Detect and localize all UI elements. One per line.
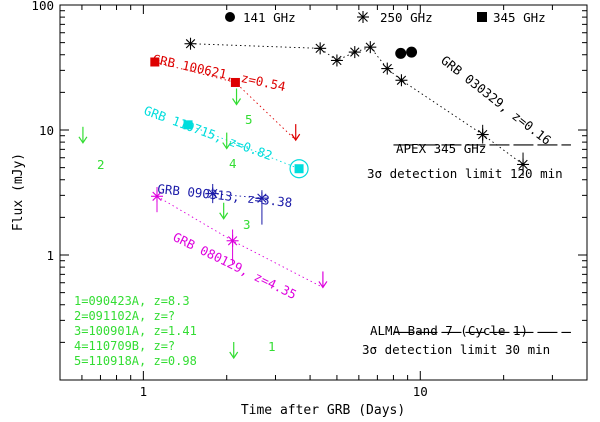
asterisk-d2 [350,47,360,57]
alma-title: ALMA Band 7 (Cycle 1) [370,323,528,338]
apex-title: APEX 345 GHz [396,141,486,156]
asterisk-d2 [208,188,218,199]
asterisk-d2 [382,63,392,74]
grb-030329-point [476,128,489,141]
asterisk-d2 [518,159,528,170]
arrow-head [222,142,232,150]
x-tick-label: 1 [140,384,148,399]
ul-label-3: 3 [243,217,251,232]
axis-ticks: 1 10 100 10 1 [31,0,588,399]
grb-100621-point [230,77,240,87]
asterisk-d2 [396,75,407,85]
asterisk-d2 [227,236,238,246]
grb-030329-141-ghz-point [406,46,418,58]
ul-label-2: 2 [97,157,105,172]
x-tick-label: 10 [413,384,428,399]
legend-marker-square [477,12,487,22]
ul-label-1: 1 [268,339,276,354]
grb-030329-point [348,46,361,59]
legend-label-345: 345 GHz [493,10,546,25]
arrow-head [229,351,239,360]
grb-100621-connector [154,61,297,141]
asterisk-d2 [365,42,375,52]
grb-100621-point [150,57,160,67]
grb-030329-point [381,62,394,75]
ul-label-4: 4 [229,156,237,171]
y-tick-label: 10 [39,123,54,138]
id-legend-1: 1=090423A, z=8.3 [74,294,190,308]
grb-110715-point [183,120,193,130]
grb-030329-point [314,42,327,55]
plot-frame [59,4,588,381]
label-grb-110715: GRB 110715, z=0.82 [142,103,274,163]
label-grb-080129: GRB 080129, z=4.35 [171,229,299,302]
grb-030329-point [395,74,408,87]
asterisk-d2 [185,39,196,49]
upper-limits-upper-limit-5 [232,88,242,106]
id-legend-2: 2=091102A, z=? [74,309,175,323]
grb-090313-point [255,192,268,205]
legend: 141 GHz 250 GHz 345 GHz [225,10,546,25]
grb-030329-141-ghz-point [395,47,407,59]
alma-condition: 3σ detection limit 30 min [362,342,550,357]
grb-080129-upper-limit [318,271,328,289]
label-grb-100621: GRB 100621, z=0.54 [151,51,287,94]
id-legend-4: 4=110709B, z=? [74,339,175,353]
arrow-head [232,98,242,106]
arrow-head [219,212,229,220]
upper-limit-labels: 2 3 4 5 1 [97,112,276,354]
id-legend-3: 3=100901A, z=1.41 [74,324,197,338]
label-grb-090313: GRB 090313, z=3.38 [157,181,293,210]
y-tick-label: 1 [46,248,54,263]
upper-limits-upper-limit-4 [222,132,232,150]
grb-030329-point [184,37,197,50]
asterisk-d2 [332,55,342,66]
upper-limits-upper-limit-3 [219,202,229,220]
legend-label-141: 141 GHz [243,10,296,25]
grb-030329-point [330,54,343,67]
grb-090313-point [206,187,219,200]
y-tick-label: 100 [31,0,54,13]
label-grb-030329: GRB 030329, z=0.16 [438,53,554,148]
grb-030329-point [517,158,530,171]
grb-100621-upper-limit [291,124,301,142]
plot-area [78,37,530,360]
grb-030329-point [364,41,377,54]
burst-id-legend: 1=090423A, z=8.3 2=091102A, z=? 3=100901… [74,294,197,368]
grb-080129-point [226,234,239,247]
arrow-head [318,281,328,289]
apex-condition: 3σ detection limit 120 min [367,166,563,181]
asterisk-d2 [477,129,488,140]
grb-110715-point [294,164,304,174]
detection-limit-text: APEX 345 GHz 3σ detection limit 120 min … [362,141,563,357]
grb-030329-connector [190,43,524,165]
asterisk-d2 [152,191,162,201]
grb-080129-point [150,190,163,203]
x-axis-label: Time after GRB (Days) [241,403,405,418]
asterisk-d2 [315,43,325,54]
arrow-head [291,133,301,142]
asterisk-d2 [257,193,267,203]
ul-label-5: 5 [245,112,253,127]
y-axis-label: Flux (mJy) [11,153,26,231]
grb-090313-connector [212,193,262,199]
upper-limits-upper-limit-1 [229,341,239,360]
upper-limits-upper-limit-2 [78,126,88,144]
grb-110715-connector [187,124,300,170]
grb-110715-highlight-ring [289,159,309,179]
legend-marker-asterisk [357,11,369,23]
id-legend-5: 5=110918A, z=0.98 [74,354,197,368]
legend-marker-circle [225,12,235,22]
arrow-head [78,136,88,144]
legend-label-250: 250 GHz [380,10,433,25]
detection-limit-lines [393,144,571,334]
